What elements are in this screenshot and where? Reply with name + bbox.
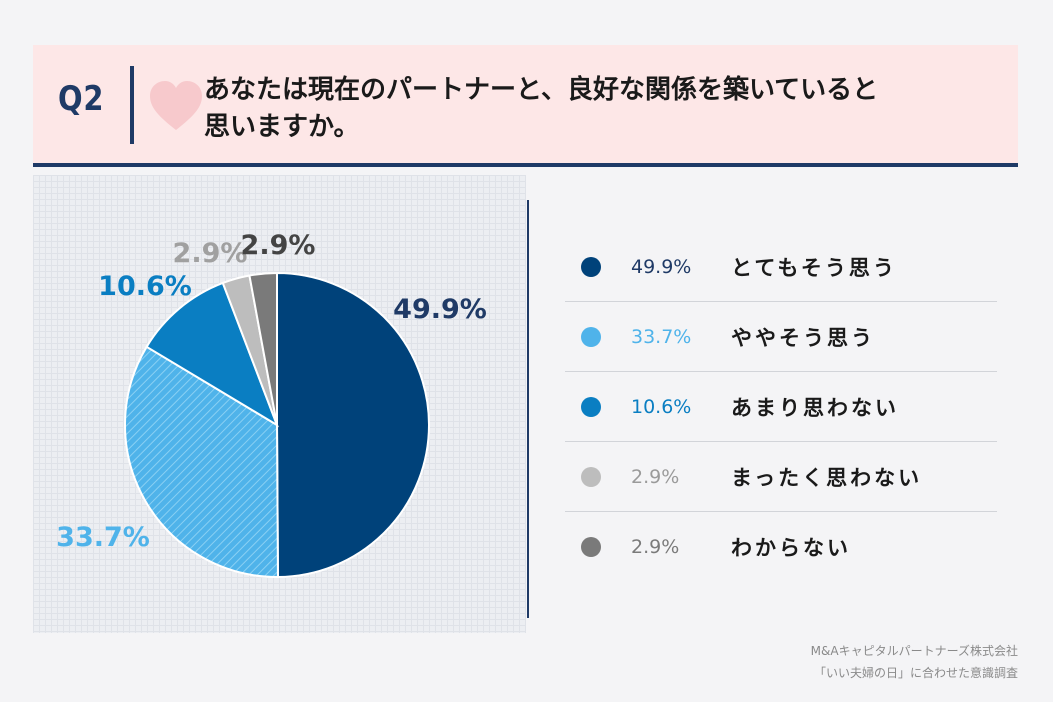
pie-slices	[124, 271, 430, 579]
legend-row-totemo: 49.9% とてもそう思う	[565, 232, 997, 302]
legend-label: わからない	[731, 535, 851, 560]
legend-percent: 2.9%	[631, 465, 680, 488]
slice-totemo-label: 49.9%	[393, 294, 487, 325]
legend-percent: 2.9%	[631, 535, 680, 558]
panel-divider	[527, 200, 529, 618]
question-divider	[130, 66, 134, 144]
legend-label: あまり思わない	[731, 395, 899, 420]
question-line-1: あなたは現在のパートナーと、良好な関係を築いていると	[204, 75, 879, 105]
legend-row-yaya: 33.7% ややそう思う	[565, 302, 997, 372]
source-credit: M&Aキャピタルパートナーズ株式会社 「いい夫婦の日」に合わせた意識調査	[811, 640, 1018, 684]
question-line-2: 思いますか。	[204, 112, 360, 142]
legend-dot-icon	[581, 326, 601, 347]
slice-yaya-label: 33.7%	[56, 522, 150, 553]
question-text: あなたは現在のパートナーと、良好な関係を築いていると 思いますか。	[204, 72, 964, 146]
source-survey: 「いい夫婦の日」に合わせた意識調査	[813, 666, 1018, 680]
legend-label: まったく思わない	[731, 465, 923, 490]
legend-percent: 33.7%	[631, 325, 692, 348]
heart-icon	[150, 81, 202, 130]
legend-dot-icon	[581, 536, 601, 557]
slice-yaya	[124, 345, 279, 578]
legend-row-wakaranai: 2.9% わからない	[565, 512, 997, 581]
legend-dot-icon	[581, 466, 601, 487]
slice-mattaku-label: 2.9%	[173, 238, 248, 269]
legend-label: とてもそう思う	[731, 255, 897, 280]
slice-wakaranai	[248, 271, 278, 426]
legend-row-amari: 10.6% あまり思わない	[565, 372, 997, 442]
slice-wakaranai-label: 2.9%	[241, 230, 316, 261]
pie-labels: 49.9%33.7%10.6%2.9%2.9%	[56, 230, 487, 553]
question-number: Q2	[58, 79, 105, 119]
legend: 49.9% とてもそう思う 33.7% ややそう思う 10.6% あまり思わない…	[565, 232, 997, 581]
legend-dot-icon	[581, 396, 601, 417]
slice-totemo	[276, 271, 430, 579]
source-company: M&Aキャピタルパートナーズ株式会社	[810, 644, 1018, 658]
banner-underline	[33, 163, 1018, 167]
legend-row-mattaku: 2.9% まったく思わない	[565, 442, 997, 512]
legend-label: ややそう思う	[731, 325, 875, 350]
legend-percent: 10.6%	[631, 395, 692, 418]
slice-amari-label: 10.6%	[98, 271, 192, 302]
legend-percent: 49.9%	[631, 255, 692, 278]
legend-dot-icon	[581, 256, 601, 277]
slice-amari	[145, 281, 279, 428]
